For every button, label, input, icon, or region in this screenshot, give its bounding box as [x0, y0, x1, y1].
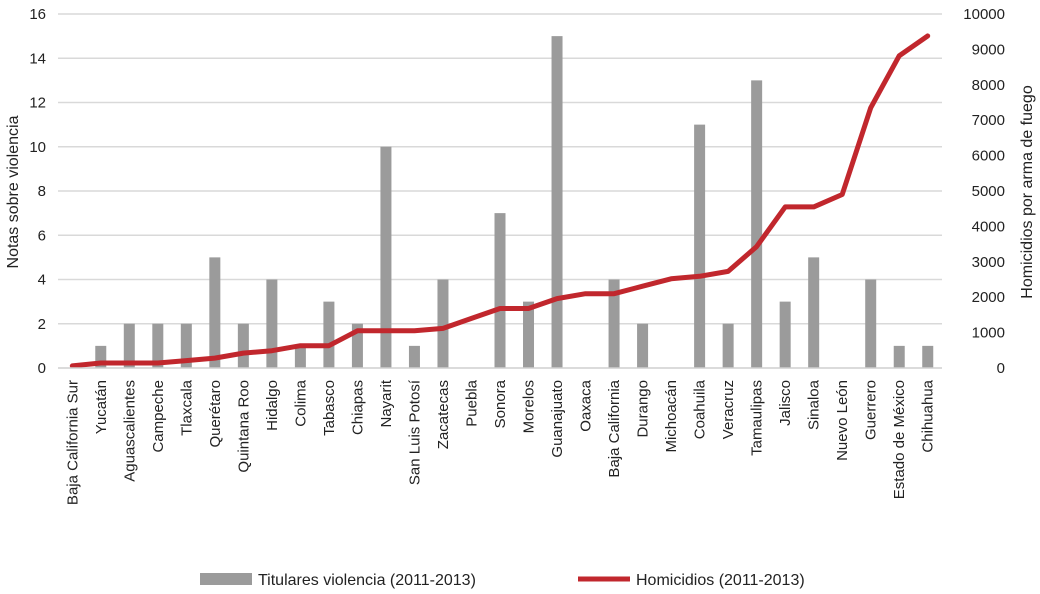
right-tick-label: 3000 [972, 254, 1005, 271]
bar [380, 146, 392, 368]
right-tick-label: 0 [997, 360, 1005, 377]
right-tick-label: 4000 [972, 218, 1005, 235]
left-tick-label: 14 [29, 50, 46, 67]
category-label: Baja California Sur [64, 380, 81, 505]
bar [237, 323, 249, 368]
category-label: Durango [635, 380, 652, 438]
left-tick-label: 0 [38, 360, 46, 377]
bar [523, 301, 535, 368]
left-axis-ticks: 0 2 4 6 8 10 12 14 16 [29, 6, 46, 377]
category-label: Baja California [606, 379, 623, 477]
bar [722, 323, 734, 368]
bar [808, 257, 820, 368]
bar [437, 279, 449, 368]
category-label: Jalisco [777, 380, 794, 426]
bar [694, 124, 706, 368]
legend-line-label: Homicidios (2011-2013) [636, 572, 805, 589]
bar [123, 323, 135, 368]
left-tick-label: 2 [38, 316, 46, 333]
legend-bar-swatch [200, 573, 252, 585]
right-tick-label: 9000 [972, 41, 1005, 58]
left-tick-label: 12 [29, 95, 46, 112]
bar [152, 323, 164, 368]
bar [294, 345, 306, 368]
bar [266, 279, 278, 368]
bar [608, 279, 620, 368]
category-label: Tlaxcala [178, 379, 195, 436]
category-label: Guerrero [863, 380, 880, 440]
category-label: Sonora [492, 379, 509, 428]
legend: Titulares violencia (2011-2013) Homicidi… [200, 572, 805, 589]
category-label: Querétaro [207, 380, 224, 448]
category-label: Quintana Roo [235, 380, 252, 473]
category-label: Aguascalientes [121, 380, 138, 482]
bar [95, 345, 107, 368]
category-label: Chiapas [349, 380, 366, 435]
homicidios-line [69, 33, 931, 369]
left-tick-label: 4 [38, 272, 46, 289]
bar [551, 36, 563, 368]
legend-bar-label: Titulares violencia (2011-2013) [258, 572, 476, 589]
bar [751, 80, 763, 368]
right-tick-label: 5000 [972, 183, 1005, 200]
bar [893, 345, 905, 368]
bar [865, 279, 877, 368]
category-label: Nuevo León [834, 380, 851, 461]
bar [323, 301, 335, 368]
right-tick-label: 6000 [972, 148, 1005, 165]
category-label: Tabasco [321, 380, 338, 436]
line-series [69, 33, 931, 369]
category-labels: Baja California Sur Yucatán Aguascalientes… [64, 379, 936, 505]
category-label: San Luis Potosí [407, 379, 424, 485]
bar [779, 301, 791, 368]
right-tick-label: 2000 [972, 289, 1005, 306]
category-label: Chihuahua [920, 379, 937, 452]
category-label: Colima [292, 379, 309, 426]
bar [637, 323, 649, 368]
right-tick-label: 8000 [972, 77, 1005, 94]
right-tick-label: 7000 [972, 112, 1005, 129]
category-label: Sinaloa [806, 379, 823, 430]
category-label: Coahuila [692, 379, 709, 439]
bar [922, 345, 934, 368]
right-axis-ticks: 0 1000 2000 3000 4000 5000 6000 7000 8000 9000 100… [963, 6, 1005, 377]
category-label: Yucatán [93, 380, 110, 434]
left-tick-label: 8 [38, 183, 46, 200]
y-axis-title-right: Homicidios por arma de fuego [1019, 85, 1036, 299]
left-tick-label: 6 [38, 227, 46, 244]
category-label: Puebla [464, 379, 481, 426]
bar [494, 213, 506, 368]
category-label: Campeche [150, 380, 167, 453]
y-axis-title-left: Notas sobre violencia [5, 115, 22, 268]
category-label: Estado de México [891, 380, 908, 499]
category-label: Hidalgo [264, 380, 281, 431]
bars [95, 36, 934, 368]
category-label: Morelos [521, 380, 538, 433]
category-label: Michoacán [663, 380, 680, 453]
category-label: Zacatecas [435, 380, 452, 449]
bar [180, 323, 192, 368]
left-tick-label: 16 [29, 6, 46, 23]
category-label: Nayarit [378, 379, 395, 427]
bar [408, 345, 420, 368]
bar [209, 257, 221, 368]
bar [351, 323, 363, 368]
right-tick-label: 1000 [972, 325, 1005, 342]
left-tick-label: 10 [29, 139, 46, 156]
category-label: Veracruz [720, 380, 737, 439]
category-label: Guanajuato [549, 380, 566, 458]
right-tick-label: 10000 [963, 6, 1005, 23]
category-label: Tamaulipas [749, 380, 766, 456]
category-label: Oaxaca [578, 379, 595, 431]
